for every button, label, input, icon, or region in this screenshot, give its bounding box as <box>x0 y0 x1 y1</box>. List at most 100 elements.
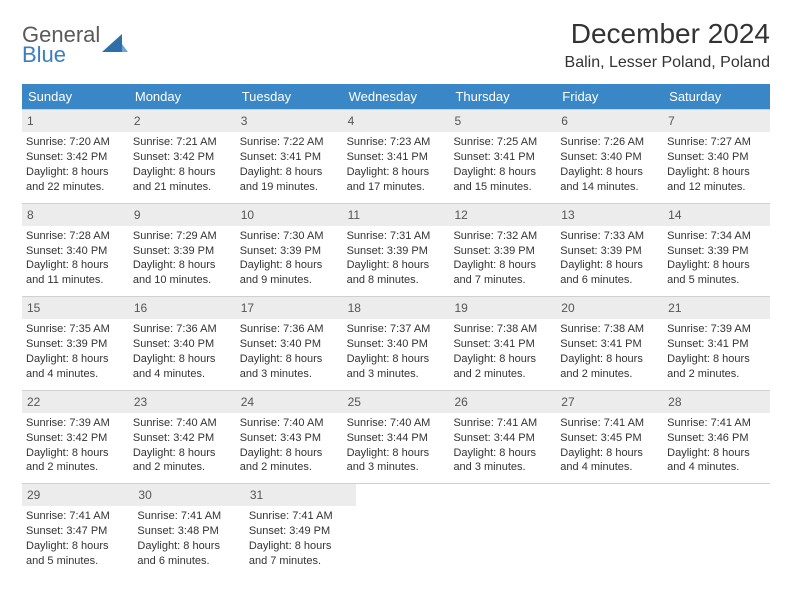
empty-day-cell <box>563 484 666 577</box>
empty-day-cell <box>356 484 459 577</box>
day-cell: 10Sunrise: 7:30 AMSunset: 3:39 PMDayligh… <box>236 204 343 297</box>
sunrise-line: Sunrise: 7:25 AM <box>453 135 552 150</box>
daylight-line: Daylight: 8 hours <box>560 446 659 461</box>
daylight-line: and 12 minutes. <box>667 180 766 195</box>
daylight-line: and 4 minutes. <box>133 367 232 382</box>
day-number: 15 <box>22 297 129 319</box>
day-number: 13 <box>556 204 663 226</box>
day-cell: 29Sunrise: 7:41 AMSunset: 3:47 PMDayligh… <box>22 484 133 577</box>
title-area: December 2024 Balin, Lesser Poland, Pola… <box>565 18 770 72</box>
day-number: 20 <box>556 297 663 319</box>
day-cell: 26Sunrise: 7:41 AMSunset: 3:44 PMDayligh… <box>449 391 556 484</box>
day-cell: 15Sunrise: 7:35 AMSunset: 3:39 PMDayligh… <box>22 297 129 390</box>
daylight-line: and 4 minutes. <box>560 460 659 475</box>
sunrise-line: Sunrise: 7:22 AM <box>240 135 339 150</box>
sunrise-line: Sunrise: 7:27 AM <box>667 135 766 150</box>
sunrise-line: Sunrise: 7:40 AM <box>240 416 339 431</box>
daylight-line: Daylight: 8 hours <box>347 165 446 180</box>
weekday-header-row: SundayMondayTuesdayWednesdayThursdayFrid… <box>22 84 770 109</box>
day-number: 24 <box>236 391 343 413</box>
week-row: 22Sunrise: 7:39 AMSunset: 3:42 PMDayligh… <box>22 390 770 484</box>
daylight-line: and 4 minutes. <box>667 460 766 475</box>
day-cell: 5Sunrise: 7:25 AMSunset: 3:41 PMDaylight… <box>449 110 556 203</box>
sunrise-line: Sunrise: 7:31 AM <box>347 229 446 244</box>
daylight-line: Daylight: 8 hours <box>133 165 232 180</box>
daylight-line: and 2 minutes. <box>667 367 766 382</box>
day-number: 19 <box>449 297 556 319</box>
weekday-header: Wednesday <box>343 84 450 109</box>
day-cell: 1Sunrise: 7:20 AMSunset: 3:42 PMDaylight… <box>22 110 129 203</box>
daylight-line: and 11 minutes. <box>26 273 125 288</box>
day-number: 8 <box>22 204 129 226</box>
weeks-container: 1Sunrise: 7:20 AMSunset: 3:42 PMDaylight… <box>22 109 770 577</box>
day-number: 4 <box>343 110 450 132</box>
daylight-line: and 4 minutes. <box>26 367 125 382</box>
daylight-line: and 5 minutes. <box>667 273 766 288</box>
day-cell: 25Sunrise: 7:40 AMSunset: 3:44 PMDayligh… <box>343 391 450 484</box>
sunset-line: Sunset: 3:49 PM <box>249 524 352 539</box>
calendar-table: SundayMondayTuesdayWednesdayThursdayFrid… <box>22 84 770 577</box>
day-cell: 6Sunrise: 7:26 AMSunset: 3:40 PMDaylight… <box>556 110 663 203</box>
sunset-line: Sunset: 3:40 PM <box>347 337 446 352</box>
sunrise-line: Sunrise: 7:38 AM <box>560 322 659 337</box>
day-cell: 9Sunrise: 7:29 AMSunset: 3:39 PMDaylight… <box>129 204 236 297</box>
day-number: 28 <box>663 391 770 413</box>
daylight-line: and 2 minutes. <box>560 367 659 382</box>
sunset-line: Sunset: 3:40 PM <box>667 150 766 165</box>
sunrise-line: Sunrise: 7:20 AM <box>26 135 125 150</box>
sunset-line: Sunset: 3:44 PM <box>453 431 552 446</box>
daylight-line: Daylight: 8 hours <box>240 446 339 461</box>
sunset-line: Sunset: 3:40 PM <box>133 337 232 352</box>
daylight-line: and 2 minutes. <box>26 460 125 475</box>
day-cell: 27Sunrise: 7:41 AMSunset: 3:45 PMDayligh… <box>556 391 663 484</box>
day-number: 11 <box>343 204 450 226</box>
weekday-header: Sunday <box>22 84 129 109</box>
sunset-line: Sunset: 3:40 PM <box>560 150 659 165</box>
daylight-line: Daylight: 8 hours <box>26 258 125 273</box>
sunset-line: Sunset: 3:41 PM <box>347 150 446 165</box>
daylight-line: Daylight: 8 hours <box>560 352 659 367</box>
day-number: 22 <box>22 391 129 413</box>
day-cell: 2Sunrise: 7:21 AMSunset: 3:42 PMDaylight… <box>129 110 236 203</box>
daylight-line: and 6 minutes. <box>137 554 240 569</box>
daylight-line: Daylight: 8 hours <box>347 258 446 273</box>
week-row: 1Sunrise: 7:20 AMSunset: 3:42 PMDaylight… <box>22 109 770 203</box>
day-cell: 31Sunrise: 7:41 AMSunset: 3:49 PMDayligh… <box>245 484 356 577</box>
day-number: 3 <box>236 110 343 132</box>
day-number: 16 <box>129 297 236 319</box>
daylight-line: and 5 minutes. <box>26 554 129 569</box>
day-cell: 23Sunrise: 7:40 AMSunset: 3:42 PMDayligh… <box>129 391 236 484</box>
daylight-line: and 8 minutes. <box>347 273 446 288</box>
sunset-line: Sunset: 3:42 PM <box>26 150 125 165</box>
daylight-line: Daylight: 8 hours <box>240 352 339 367</box>
sunset-line: Sunset: 3:43 PM <box>240 431 339 446</box>
triangle-icon <box>102 34 128 56</box>
daylight-line: and 9 minutes. <box>240 273 339 288</box>
sunrise-line: Sunrise: 7:23 AM <box>347 135 446 150</box>
day-cell: 30Sunrise: 7:41 AMSunset: 3:48 PMDayligh… <box>133 484 244 577</box>
sunrise-line: Sunrise: 7:41 AM <box>137 509 240 524</box>
day-cell: 20Sunrise: 7:38 AMSunset: 3:41 PMDayligh… <box>556 297 663 390</box>
daylight-line: and 3 minutes. <box>347 367 446 382</box>
daylight-line: Daylight: 8 hours <box>453 258 552 273</box>
daylight-line: Daylight: 8 hours <box>137 539 240 554</box>
sunrise-line: Sunrise: 7:26 AM <box>560 135 659 150</box>
sunset-line: Sunset: 3:42 PM <box>26 431 125 446</box>
sunset-line: Sunset: 3:39 PM <box>347 244 446 259</box>
day-cell: 13Sunrise: 7:33 AMSunset: 3:39 PMDayligh… <box>556 204 663 297</box>
sunrise-line: Sunrise: 7:40 AM <box>133 416 232 431</box>
daylight-line: and 19 minutes. <box>240 180 339 195</box>
week-row: 29Sunrise: 7:41 AMSunset: 3:47 PMDayligh… <box>22 483 770 577</box>
daylight-line: Daylight: 8 hours <box>133 258 232 273</box>
empty-day-cell <box>460 484 563 577</box>
weekday-header: Tuesday <box>236 84 343 109</box>
day-cell: 17Sunrise: 7:36 AMSunset: 3:40 PMDayligh… <box>236 297 343 390</box>
weekday-header: Friday <box>556 84 663 109</box>
sunrise-line: Sunrise: 7:40 AM <box>347 416 446 431</box>
day-cell: 14Sunrise: 7:34 AMSunset: 3:39 PMDayligh… <box>663 204 770 297</box>
daylight-line: Daylight: 8 hours <box>667 165 766 180</box>
sunrise-line: Sunrise: 7:41 AM <box>249 509 352 524</box>
daylight-line: Daylight: 8 hours <box>667 258 766 273</box>
sunrise-line: Sunrise: 7:30 AM <box>240 229 339 244</box>
day-number: 12 <box>449 204 556 226</box>
